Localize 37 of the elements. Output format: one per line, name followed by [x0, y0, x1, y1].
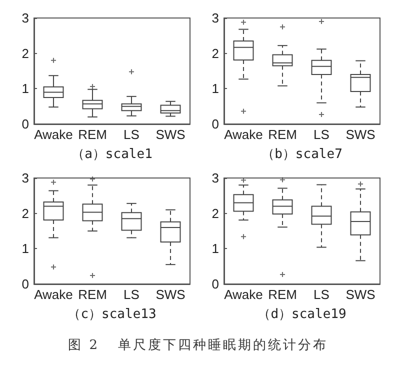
- y-tick-label: 3: [212, 170, 219, 186]
- x-tick-label: LS: [124, 287, 140, 302]
- x-tick-label: SWS: [156, 287, 186, 302]
- x-axis-title: （d）scale19: [258, 307, 346, 322]
- x-tick-label: Awake: [224, 127, 263, 142]
- x-tick-label: SWS: [346, 287, 376, 302]
- x-axis-title: （c）scale13: [68, 307, 156, 322]
- y-tick-label: 2: [22, 206, 29, 221]
- x-tick-label: REM: [78, 127, 107, 142]
- y-tick-label: 0: [212, 116, 219, 132]
- x-tick-label: Awake: [224, 287, 263, 302]
- x-tick-label: SWS: [346, 127, 376, 142]
- x-tick-label: LS: [314, 287, 330, 302]
- y-tick-label: 1: [22, 241, 29, 256]
- x-axis-title: （b）scale7: [262, 147, 342, 162]
- x-axis-title: （a）scale1: [72, 147, 152, 162]
- x-tick-label: LS: [124, 127, 140, 142]
- caption: 图 2 单尺度下四种睡眠期的统计分布: [67, 337, 329, 354]
- y-tick-label: 0: [22, 116, 29, 132]
- y-tick-label: 1: [212, 81, 219, 96]
- x-tick-label: REM: [268, 287, 297, 302]
- x-tick-label: REM: [268, 127, 297, 142]
- y-tick-label: 1: [22, 81, 29, 96]
- x-tick-label: Awake: [34, 287, 73, 302]
- y-tick-label: 1: [212, 241, 219, 256]
- y-tick-label: 2: [212, 206, 219, 221]
- x-tick-label: LS: [314, 127, 330, 142]
- x-tick-label: SWS: [156, 127, 186, 142]
- y-tick-label: 2: [22, 46, 29, 61]
- y-tick-label: 3: [22, 170, 29, 186]
- x-tick-label: Awake: [34, 127, 73, 142]
- y-tick-label: 0: [22, 276, 29, 292]
- y-tick-label: 3: [212, 10, 219, 26]
- y-tick-label: 0: [212, 276, 219, 292]
- x-tick-label: REM: [78, 287, 107, 302]
- y-tick-label: 3: [22, 10, 29, 26]
- y-tick-label: 2: [212, 46, 219, 61]
